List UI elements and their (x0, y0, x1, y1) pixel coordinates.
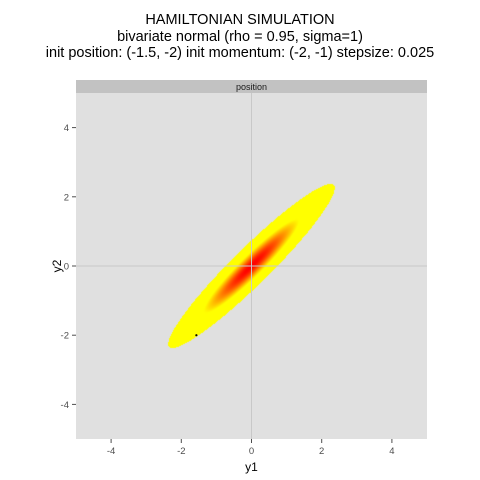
chart-subtitle: bivariate normal (rho = 0.95, sigma=1) (117, 28, 363, 45)
x-tick-label: -2 (177, 446, 185, 457)
x-axis: -4 -2 0 2 4 (107, 439, 395, 457)
plot-panel (76, 93, 427, 439)
x-tick-label: -4 (107, 446, 115, 457)
chart-title: HAMILTONIAN SIMULATION (145, 12, 335, 28)
x-tick-label: 2 (319, 446, 324, 457)
y-axis: -4 -2 0 2 4 (61, 123, 76, 411)
x-tick-label: 4 (389, 446, 394, 457)
x-tick-label: 0 (249, 446, 254, 457)
x-axis-title: y1 (245, 460, 258, 474)
y-tick-label: -2 (61, 331, 69, 342)
y-tick-label: 4 (64, 123, 69, 134)
data-points (195, 334, 198, 337)
strip-label: position (236, 82, 267, 92)
y-tick-label: 2 (64, 192, 69, 203)
chart-parameters: init position: (-1.5, -2) init momentum:… (45, 45, 435, 61)
y-axis-title: y2 (50, 259, 64, 272)
position-point (195, 334, 198, 337)
facet-strip: position (76, 80, 427, 93)
chart-title-block: HAMILTONIAN SIMULATION bivariate normal … (0, 12, 480, 62)
y-tick-label: 0 (64, 262, 69, 273)
strip-background (76, 80, 427, 93)
grid-lines (76, 93, 427, 439)
y-tick-label: -4 (61, 400, 69, 411)
